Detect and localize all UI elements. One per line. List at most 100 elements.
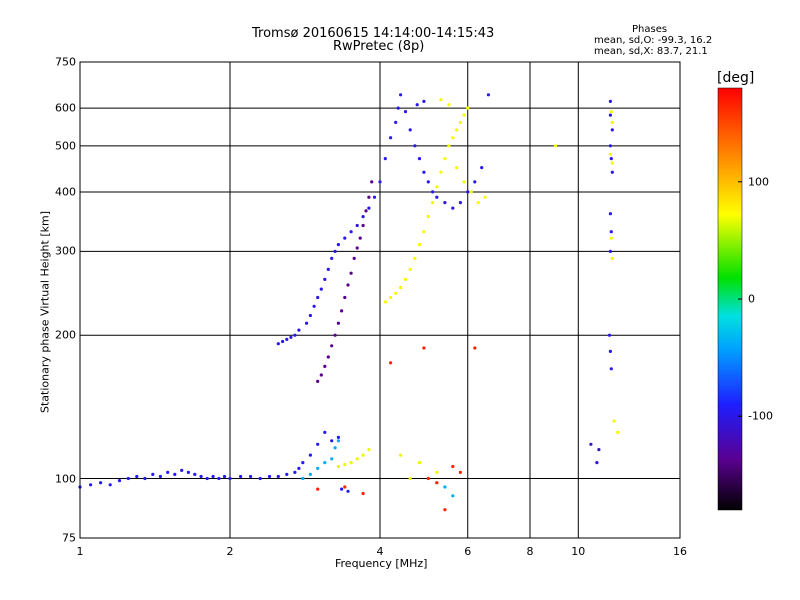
data-point (193, 472, 197, 476)
data-point (330, 439, 334, 443)
data-point (408, 128, 412, 132)
data-point (343, 236, 347, 240)
x-tick-label: 16 (673, 545, 687, 558)
data-point (316, 295, 320, 300)
data-point (323, 364, 327, 368)
data-point (343, 462, 347, 467)
data-point (451, 464, 455, 469)
data-point (289, 335, 293, 339)
data-point (553, 144, 558, 148)
data-point (108, 483, 112, 487)
data-point (293, 470, 297, 474)
data-point (333, 333, 337, 337)
data-point (323, 277, 327, 281)
x-tick-label: 6 (464, 545, 472, 558)
data-point (435, 481, 439, 485)
data-point (333, 249, 337, 253)
data-point (431, 190, 435, 194)
data-point (610, 256, 614, 260)
colorbar-tick-label: -100 (748, 409, 773, 423)
data-point (595, 461, 599, 465)
data-point (166, 470, 170, 474)
colorbar-tick-label: 100 (748, 175, 769, 189)
plot-grid (80, 62, 680, 538)
data-point (297, 328, 301, 332)
data-point (158, 474, 162, 479)
data-point (316, 442, 320, 446)
data-point (610, 170, 614, 174)
x-tick-label: 1 (76, 545, 84, 558)
data-point (228, 476, 232, 481)
data-point (608, 212, 613, 216)
data-point (211, 474, 215, 479)
data-point (466, 106, 470, 110)
data-point (316, 487, 320, 491)
data-point (383, 300, 387, 304)
data-point (443, 201, 447, 205)
data-point (378, 180, 382, 184)
data-point (276, 342, 280, 346)
data-point (608, 144, 613, 148)
data-point (355, 457, 359, 461)
data-point (281, 339, 285, 344)
colorbar-tick-label: 0 (748, 292, 755, 306)
data-point (609, 110, 613, 114)
data-point (443, 508, 447, 512)
data-point (435, 470, 439, 474)
data-point (352, 256, 356, 260)
data-point (389, 361, 393, 365)
data-point (451, 206, 455, 210)
data-point (422, 346, 426, 350)
plot-frame (79, 61, 681, 539)
data-point (222, 474, 227, 479)
data-point (435, 195, 439, 199)
data-point (258, 476, 262, 481)
data-point (333, 446, 337, 450)
data-point (336, 439, 340, 443)
data-point (396, 106, 400, 110)
data-point (143, 476, 147, 481)
y-tick-label: 200 (55, 328, 76, 342)
data-point (589, 442, 593, 446)
data-point (308, 313, 312, 318)
data-point (476, 201, 480, 205)
data-point (308, 472, 312, 476)
data-point (483, 195, 487, 199)
data-point (431, 201, 435, 205)
data-point (462, 113, 466, 117)
colorbar-ticks (738, 181, 742, 417)
data-point (316, 379, 320, 383)
y-tick-label: 500 (55, 139, 76, 153)
data-point (343, 485, 347, 489)
data-point (439, 98, 443, 102)
data-point (336, 435, 340, 439)
data-point (426, 476, 430, 481)
data-point (394, 120, 398, 124)
data-point (610, 161, 614, 165)
data-point (349, 271, 353, 275)
data-point (205, 476, 209, 481)
data-point (323, 430, 327, 434)
data-point (422, 170, 426, 174)
data-point (355, 246, 359, 250)
data-point (417, 243, 422, 247)
data-point (486, 93, 490, 97)
data-point (415, 103, 419, 107)
y-axis-label: Stationary phase Virtual Height [km] (38, 210, 52, 414)
data-point (199, 474, 203, 479)
data-point (276, 474, 280, 479)
data-point (473, 180, 477, 184)
data-point (326, 355, 330, 359)
data-point (403, 277, 408, 281)
y-tick-label: 300 (55, 244, 76, 258)
data-point (426, 180, 430, 184)
phases-heading: Phases (632, 24, 668, 35)
data-point (389, 136, 393, 140)
data-point (422, 230, 426, 234)
data-point (408, 476, 412, 481)
data-point (89, 483, 93, 487)
data-point (417, 461, 422, 465)
data-point (408, 267, 412, 271)
data-point (616, 430, 620, 434)
